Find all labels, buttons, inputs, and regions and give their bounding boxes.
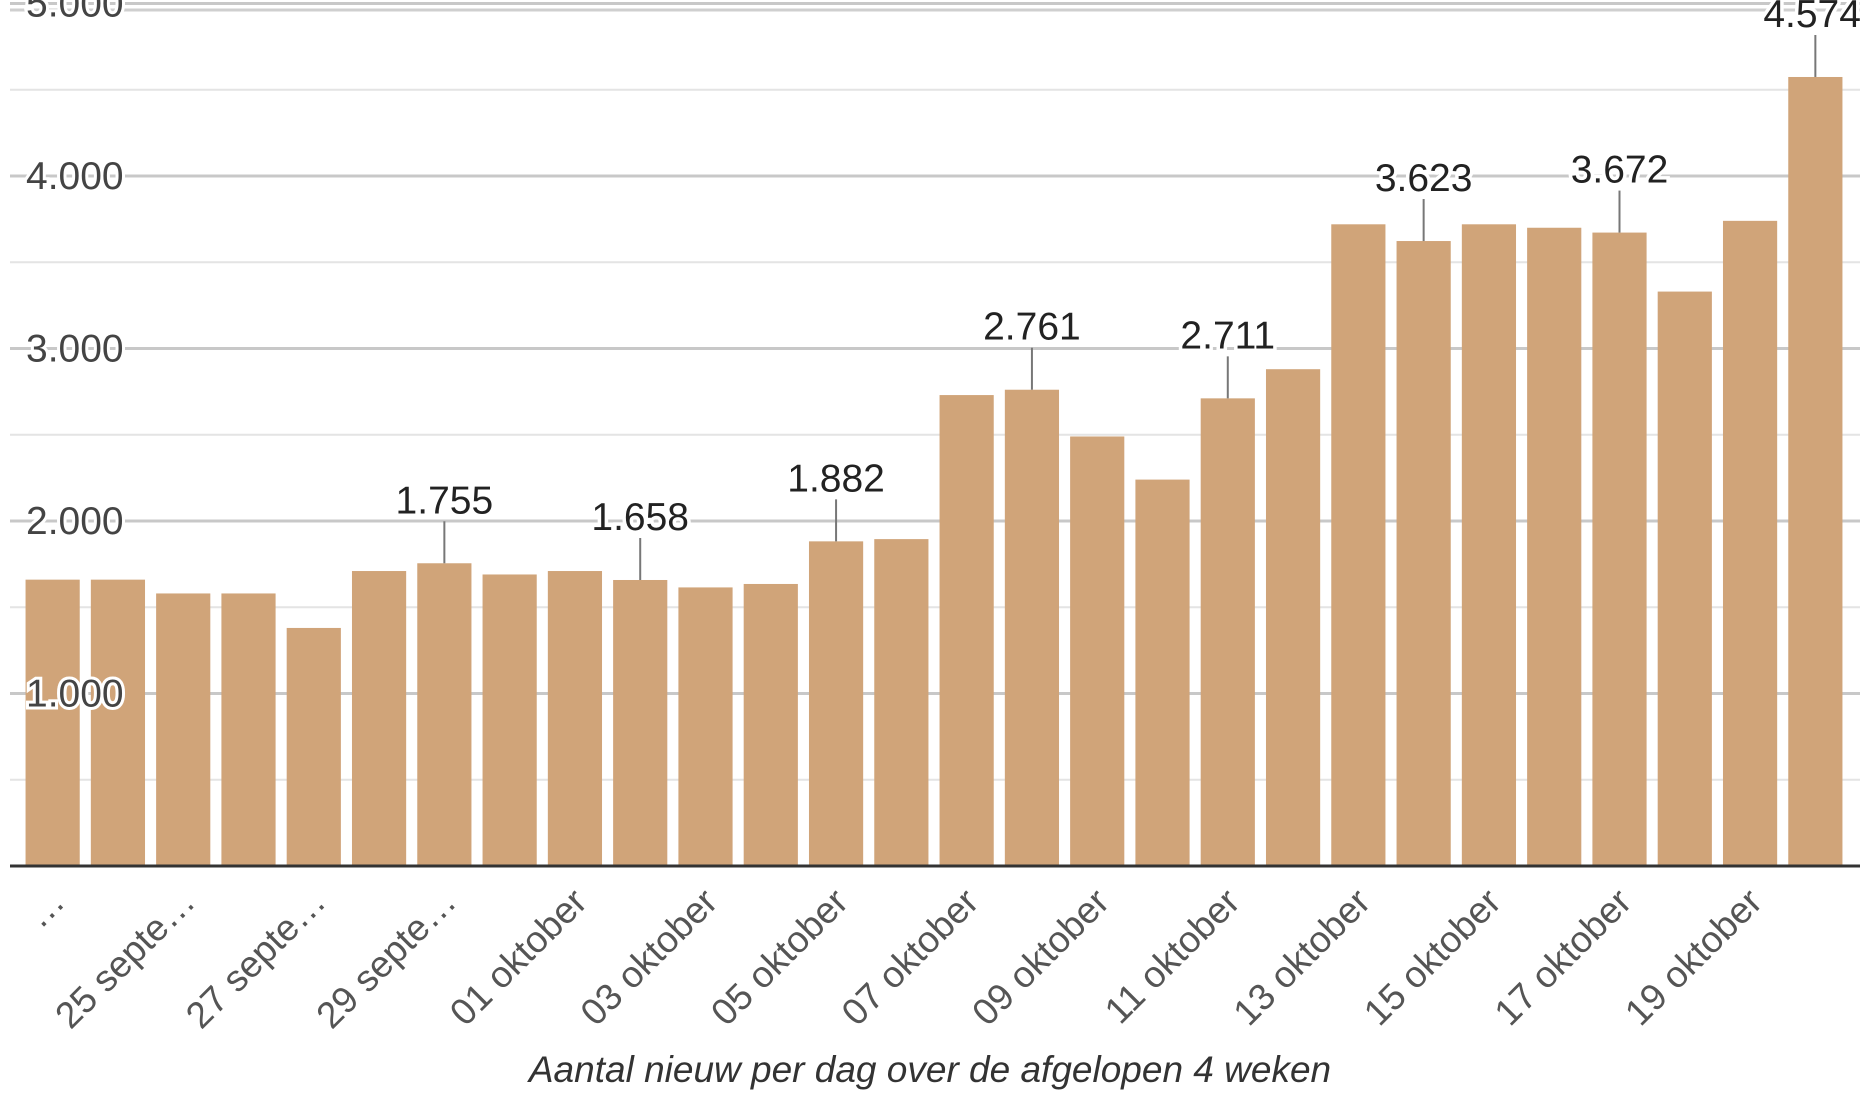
x-tick-label: 13 oktober (1225, 881, 1378, 1034)
x-axis-title: Aantal nieuw per dag over de afgelopen 4… (527, 1049, 1331, 1090)
x-tick-label: 27 septe… (178, 881, 334, 1037)
y-tick-label: 4.000 (26, 155, 124, 198)
x-tick-label: … (17, 881, 72, 936)
x-tick-label: 01 oktober (442, 881, 595, 1034)
bar-13-oktober[interactable] (1331, 224, 1386, 867)
x-tick-label: 19 oktober (1617, 881, 1770, 1034)
bar-05-oktober[interactable] (808, 541, 864, 866)
data-label: 2.761 (983, 306, 1081, 349)
x-tick-label: 17 oktober (1487, 881, 1640, 1034)
bar-28-september[interactable] (351, 571, 407, 866)
bar-18-oktober[interactable] (1657, 291, 1712, 866)
bar-01-oktober[interactable] (547, 571, 603, 866)
bar-30-september[interactable] (482, 574, 537, 866)
data-label: 3.672 (1571, 149, 1669, 192)
data-label: 4.574 (1763, 0, 1860, 36)
data-labels: 1.755 1.658 1.882 2.761 2.711 3.623 3.672 4.574 (392, 0, 1860, 580)
bar-26-september[interactable] (221, 593, 276, 866)
x-tick-label: 05 oktober (703, 881, 856, 1034)
x-tick-label: 25 septe… (47, 881, 203, 1037)
bar-17-oktober[interactable] (1592, 232, 1647, 866)
bar-20-oktober[interactable] (1788, 76, 1843, 867)
y-tick-label: 1.000 (26, 673, 124, 716)
data-label: 3.623 (1375, 157, 1473, 200)
bar-19-oktober[interactable] (1722, 220, 1778, 867)
y-tick-label: 5.000 (26, 0, 124, 26)
bar-29-september[interactable] (417, 563, 472, 866)
data-label: 2.711 (1180, 314, 1275, 357)
bar-15-oktober[interactable] (1461, 224, 1517, 867)
bar-11-oktober[interactable] (1200, 398, 1255, 866)
bar-27-september[interactable] (286, 627, 341, 866)
bars (10, 76, 1860, 868)
x-axis-ticks: …25 septe…27 septe…29 septe…01 oktober03… (17, 881, 1770, 1037)
data-label: 1.755 (396, 479, 494, 522)
y-axis-ticks: 1.000 2.000 3.000 4.000 5.000 (23, 0, 127, 719)
bar-04-oktober[interactable] (743, 583, 798, 866)
x-tick-label: 15 oktober (1356, 881, 1509, 1034)
x-tick-label: 11 oktober (1097, 881, 1248, 1032)
bar-12-oktober[interactable] (1265, 369, 1321, 866)
bar-08-oktober[interactable] (1004, 389, 1060, 866)
data-label: 1.882 (787, 457, 885, 500)
bar-23-september[interactable] (25, 579, 80, 866)
x-tick-label: 07 oktober (834, 881, 987, 1034)
bar-25-september[interactable] (156, 593, 211, 866)
y-tick-label: 3.000 (26, 328, 124, 371)
bar-09-oktober[interactable] (1070, 436, 1125, 866)
bar-06-oktober[interactable] (874, 539, 929, 866)
y-tick-label: 2.000 (26, 500, 124, 543)
bar-16-oktober[interactable] (1527, 227, 1582, 866)
bar-02-oktober[interactable] (613, 579, 668, 866)
bar-07-oktober[interactable] (939, 395, 994, 866)
bar-24-september[interactable] (90, 579, 146, 866)
bar-03-oktober[interactable] (678, 587, 733, 866)
x-tick-label: 03 oktober (573, 881, 726, 1034)
x-tick-label: 09 oktober (964, 881, 1117, 1034)
data-label: 1.658 (591, 496, 689, 539)
bar-10-oktober[interactable] (1135, 479, 1190, 866)
x-tick-label: 29 septe… (308, 881, 464, 1037)
bar-14-oktober[interactable] (1396, 241, 1451, 867)
